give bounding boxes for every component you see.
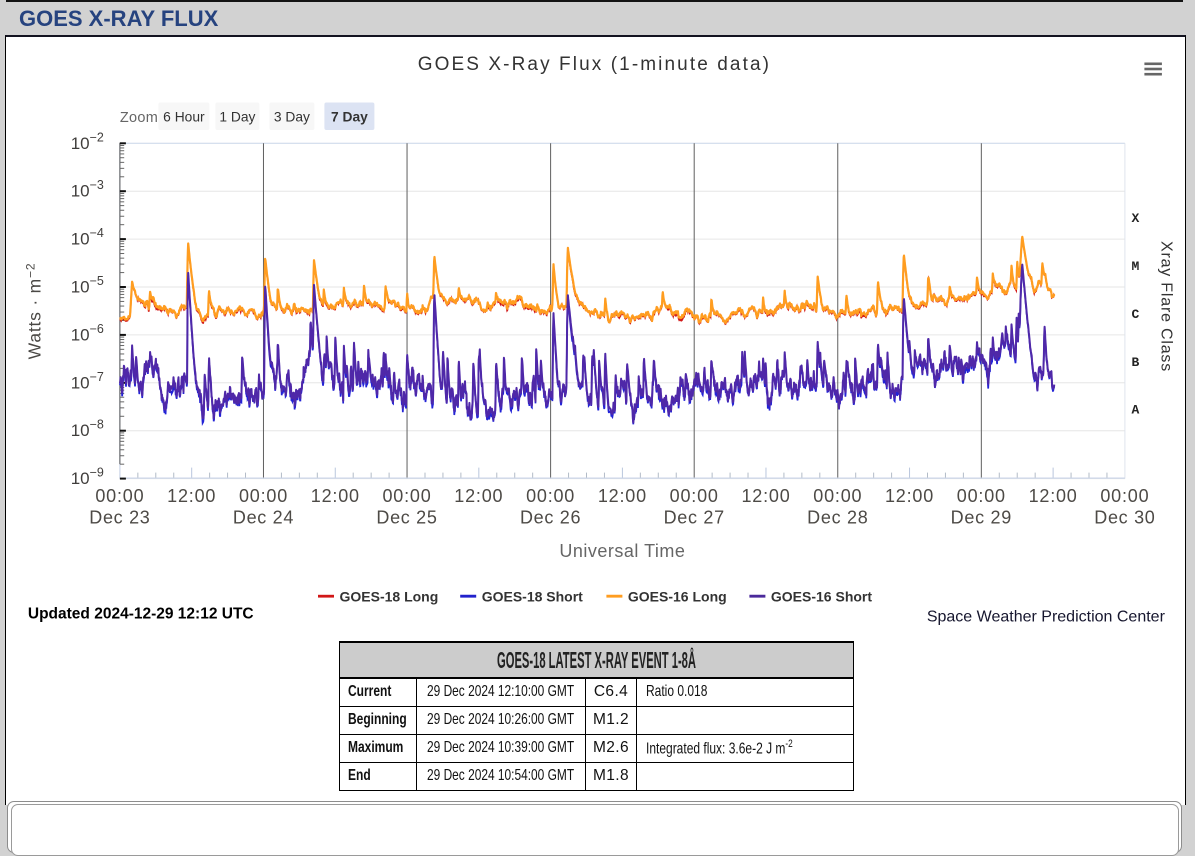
svg-text:12:00: 12:00 [1029,486,1078,506]
svg-text:10−8: 10−8 [71,418,104,441]
svg-text:GOES-16 Short: GOES-16 Short [771,589,872,605]
svg-text:X: X [1131,211,1139,226]
svg-text:10−4: 10−4 [71,226,104,249]
svg-text:12:00: 12:00 [454,486,503,506]
svg-text:B: B [1131,355,1139,370]
svg-text:12:00: 12:00 [167,486,216,506]
svg-text:00:00: 00:00 [813,486,862,506]
svg-text:Zoom: Zoom [120,110,158,126]
svg-text:00:00: 00:00 [670,486,719,506]
svg-text:Watts · m−2: Watts · m−2 [23,263,44,360]
svg-text:Dec 28: Dec 28 [807,508,868,528]
svg-text:3 Day: 3 Day [274,110,310,125]
svg-text:12:00: 12:00 [311,486,360,506]
svg-text:00:00: 00:00 [1100,486,1149,506]
svg-text:12:00: 12:00 [598,486,647,506]
svg-text:12:00: 12:00 [741,486,790,506]
svg-text:GOES-18 Long: GOES-18 Long [340,589,439,605]
svg-text:12:00: 12:00 [885,486,934,506]
svg-text:00:00: 00:00 [957,486,1006,506]
svg-text:Xray Flare Class: Xray Flare Class [1157,241,1174,372]
svg-text:C: C [1131,307,1139,322]
svg-text:Dec 24: Dec 24 [233,508,294,528]
svg-text:Dec 30: Dec 30 [1094,508,1155,528]
svg-text:Dec 23: Dec 23 [89,508,150,528]
svg-text:GOES X-Ray Flux (1-minute data: GOES X-Ray Flux (1-minute data) [418,54,771,75]
svg-text:Dec 29: Dec 29 [951,508,1012,528]
svg-text:Dec 26: Dec 26 [520,508,581,528]
svg-text:6 Hour: 6 Hour [163,110,205,125]
svg-text:10−6: 10−6 [71,322,104,345]
svg-text:Dec 27: Dec 27 [664,508,725,528]
svg-text:1 Day: 1 Day [219,110,255,125]
svg-text:GOES-16 Long: GOES-16 Long [628,589,727,605]
svg-text:Dec 25: Dec 25 [376,508,437,528]
svg-text:A: A [1131,403,1139,418]
svg-text:00:00: 00:00 [95,486,144,506]
svg-text:M: M [1131,259,1139,274]
svg-text:10−3: 10−3 [71,178,104,201]
svg-text:00:00: 00:00 [526,486,575,506]
svg-text:10−5: 10−5 [71,274,104,297]
svg-text:GOES-18 Short: GOES-18 Short [482,589,583,605]
svg-text:Updated 2024-12-29 12:12 UTC: Updated 2024-12-29 12:12 UTC [28,606,254,623]
svg-text:10−7: 10−7 [71,370,104,393]
svg-text:10−2: 10−2 [71,130,104,153]
svg-text:00:00: 00:00 [382,486,431,506]
svg-text:7 Day: 7 Day [331,110,368,125]
svg-text:Universal Time: Universal Time [559,541,685,561]
svg-text:10−9: 10−9 [71,466,104,489]
svg-text:Space Weather Prediction Cente: Space Weather Prediction Center [927,609,1166,626]
svg-text:00:00: 00:00 [239,486,288,506]
